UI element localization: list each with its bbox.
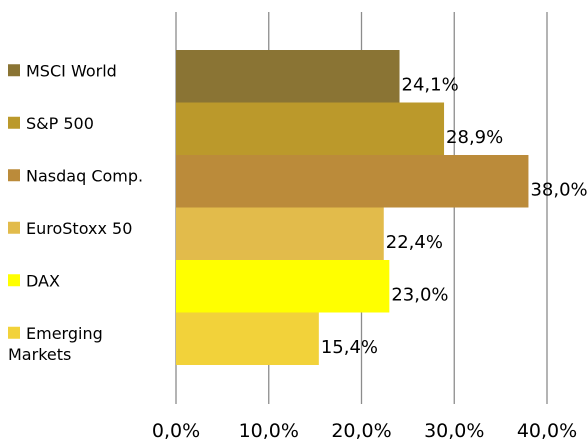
legend: MSCI World S&P 500 Nasdaq Comp. EuroStoxx 5… <box>8 61 143 364</box>
legend-label: EuroStoxx 50 <box>26 219 132 238</box>
data-label: 28,9% <box>446 127 503 148</box>
bar <box>176 155 529 208</box>
x-tick-label: 20,0% <box>331 420 391 442</box>
data-label: 15,4% <box>321 337 378 358</box>
data-label: 24,1% <box>402 74 459 95</box>
x-tick-label: 0,0% <box>152 420 200 442</box>
legend-swatch <box>8 274 20 287</box>
value-labels: 24,1% 28,9% 38,0% 22,4% 23,0% 15,4% <box>321 74 587 358</box>
legend-label: Emerging <box>26 324 103 343</box>
legend-label: DAX <box>26 271 60 290</box>
data-label: 38,0% <box>530 179 587 200</box>
legend-label: Nasdaq Comp. <box>26 166 143 185</box>
legend-swatch <box>8 116 20 129</box>
bars <box>176 50 529 365</box>
bar <box>176 207 384 260</box>
x-tick-label: 30,0% <box>424 420 484 442</box>
x-tick-label: 40,0% <box>517 420 577 442</box>
legend-swatch <box>8 169 20 182</box>
data-label: 23,0% <box>391 284 448 305</box>
x-tick-label: 10,0% <box>239 420 299 442</box>
bar <box>176 260 390 313</box>
x-axis-tick-labels: 0,0% 10,0% 20,0% 30,0% 40,0% <box>152 420 577 442</box>
legend-swatch <box>8 326 20 339</box>
legend-label: MSCI World <box>26 61 117 80</box>
bar <box>176 50 400 103</box>
bar <box>176 102 445 155</box>
data-label: 22,4% <box>386 232 443 253</box>
legend-swatch <box>8 64 20 77</box>
legend-swatch <box>8 221 20 234</box>
bar <box>176 312 319 365</box>
legend-label: Markets <box>8 345 71 364</box>
legend-label: S&P 500 <box>26 114 94 133</box>
